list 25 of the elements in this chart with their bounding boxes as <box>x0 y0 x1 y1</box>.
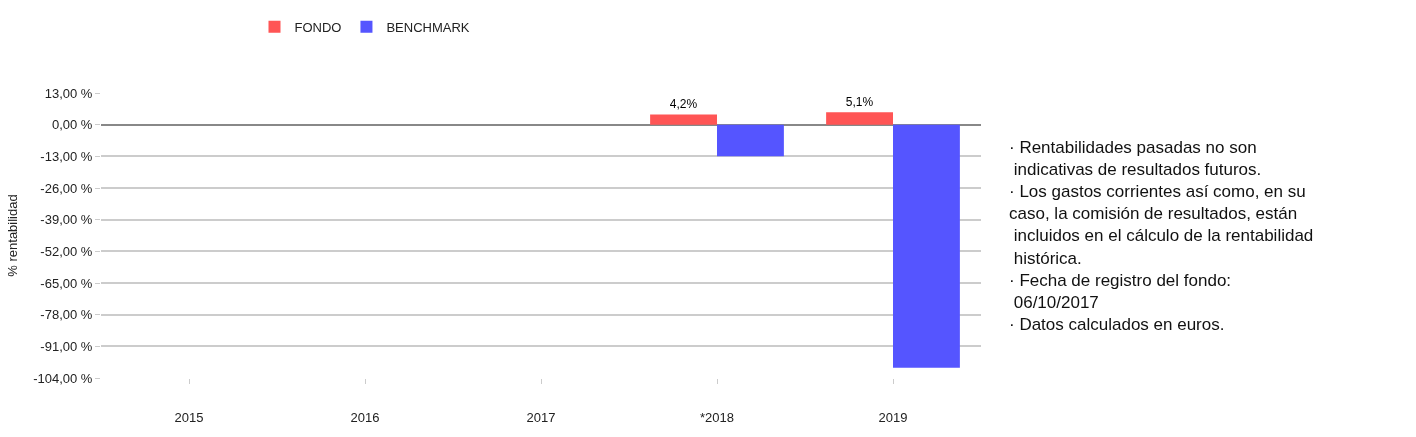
y-tick-label: -78,00 % <box>40 307 93 323</box>
y-tick-label: -52,00 % <box>40 243 93 259</box>
legend-label: BENCHMARK <box>386 19 470 35</box>
y-tick-label: -91,00 % <box>40 338 93 354</box>
y-tick-label: -13,00 % <box>40 148 93 164</box>
y-tick-label: 0,00 % <box>51 117 93 133</box>
bar <box>717 124 784 157</box>
y-tick-label: -65,00 % <box>40 275 93 291</box>
y-tick-label: -104,00 % <box>33 370 93 386</box>
x-tick-label: 2017 <box>526 409 556 425</box>
y-axis-title: % rentabilidad <box>5 194 21 277</box>
y-tick-label: -26,00 % <box>40 180 93 196</box>
data-label: 4,2% <box>669 97 698 112</box>
x-tick-label: 2015 <box>174 409 204 425</box>
text: · Rentabilidades pasadas no son indicativas de resultados futuros. · Los gastos corrientes así como, en su caso, la comisión de resultados, están incluidos en el cálculo de la rentabilidad histórica. · Fecha de registro del fondo: 06/10/2017 · Datos calculados en euros. <box>1009 138 1314 334</box>
bar <box>893 124 960 368</box>
legend-label: FONDO <box>294 19 342 35</box>
y-tick-label: 13,00 % <box>44 85 93 101</box>
bar <box>826 112 893 125</box>
bar <box>650 114 717 125</box>
data-label: 5,1% <box>845 95 874 110</box>
x-tick-label: 2016 <box>350 409 380 425</box>
y-tick-label: -39,00 % <box>40 212 93 228</box>
x-tick-label: *2018 <box>700 409 734 425</box>
x-tick-label: 2019 <box>878 409 908 425</box>
